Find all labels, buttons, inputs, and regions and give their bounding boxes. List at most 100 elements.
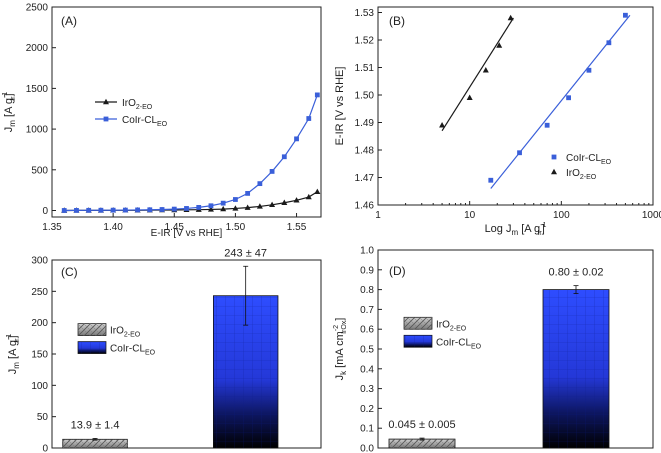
label-part: -1 [6,334,13,340]
label-part: [A g [518,223,540,235]
value-label: 0.80 ± 0.02 [549,267,604,279]
data-point [606,40,612,46]
y-tick-label: 0.7 [360,305,374,316]
y-tick-label: 500 [31,165,48,176]
y-tick-label: 2000 [26,43,49,54]
bar-pattern [543,289,609,448]
y-tick-label: 1.50 [355,91,375,102]
y-tick-label: 0.3 [360,384,374,395]
y-tick-label: 1.0 [360,246,374,257]
value-label: 0.045 ± 0.005 [388,419,455,431]
y-axis-label: Jm [A g-1Ir] [2,92,17,133]
x-tick-label: 10 [464,210,476,221]
data-point [507,14,514,21]
label-part: CoIr-CL [110,344,145,355]
data-point [566,95,571,101]
data-point [208,203,214,209]
x-tick-label: 1.50 [226,222,246,233]
data-point [269,169,275,174]
y-tick-label: 1.52 [355,36,375,47]
legend-marker [103,98,109,105]
y-tick-label: 100 [31,381,48,392]
label-part: CoIr-CL [436,337,471,348]
legend-label: IrO2-EO [566,168,597,181]
legend-swatch-pattern [404,335,432,348]
series-coir [488,12,631,189]
y-tick-label: 150 [31,350,48,361]
label-part: Log J [485,223,512,235]
data-point [281,154,287,160]
y-tick-label: 300 [31,256,48,267]
data-point [122,207,128,213]
label-part: EO [157,121,168,128]
legend-label: IrO2-EO [110,326,141,339]
label-part: CoIr-CL [566,153,601,164]
y-tick-label: 1.47 [355,173,375,184]
bar-pattern [389,439,455,448]
label-part: k [339,370,348,375]
y-tick-label: 250 [31,287,48,298]
legend-label: CoIr-CLEO [566,153,612,166]
panel-label: (A) [61,14,77,28]
panel-d: 0.0 0.1 0.2 0.3 0.4 0.5 0.6 0.7 0.8 0.9 1.0 (D) Jk [… [333,246,654,453]
label-part: -1 [2,92,9,98]
panel-a: 1.35 1.40 1.45 1.50 1.55 0 500 1000 1500 2000 2500… [2,3,322,239]
label-part: [mA cm [334,331,346,371]
label-part: J [334,375,346,381]
y-tick-label: 0.4 [360,364,374,375]
data-point [245,190,251,196]
label-part: -2 [333,325,340,331]
data-point [269,201,276,207]
label-part: Ir [14,338,21,343]
legend-label: CoIr-CLEO [122,115,168,128]
label-part: IrO [436,319,450,330]
series-coir [61,92,320,213]
data-point [305,193,312,200]
x-tick-label: 1.45 [165,222,185,233]
data-point [466,94,473,100]
plot-frame [377,6,654,206]
value-label: 243 ± 47 [224,247,267,259]
label-part: [A g [3,98,15,120]
label-part: IrO [566,168,580,179]
data-point [294,136,299,142]
data-point [293,197,300,203]
legend-swatch-pattern [78,341,106,354]
data-point [135,207,140,213]
label-part: 2-EO [124,332,141,339]
label-part: 2-EO [450,325,467,332]
data-point [61,208,67,213]
data-point [207,206,214,212]
data-point [171,206,177,212]
label-part: m [12,362,21,369]
legend-label: IrO2-EO [436,319,467,332]
y-axis-label: Jm [A g-1Ir] [6,334,21,375]
y-tick-label: 1500 [26,84,49,95]
panel-label: (B) [389,14,405,28]
x-tick-label: 1.55 [287,222,307,233]
data-point [159,207,165,212]
label-part: -1 [540,222,546,229]
y-tick-label: 1000 [26,125,49,136]
y-tick-label: 0.6 [360,325,374,336]
label-part: IrO [122,98,136,109]
legend-label: IrO2-EO [122,98,153,111]
y-tick-label: 50 [37,412,49,423]
legend-swatch-pattern [78,323,106,336]
label-part: ] [7,335,19,338]
y-tick-label: 0.0 [360,444,374,453]
label-part: J [3,127,15,133]
label-part: ] [334,318,346,321]
y-axis-label: Jk [mA cm-2IrOx] [333,318,348,381]
legend-marker [551,168,557,175]
y-tick-label: 1.48 [355,146,375,157]
label-part: EO [471,343,482,350]
y-tick-label: 200 [31,318,48,329]
value-label: 13.9 ± 1.4 [71,419,120,431]
x-tick-label: 1 [375,210,381,221]
data-point [482,67,489,73]
label-part: ] [542,223,545,235]
data-point [220,205,227,212]
data-point [220,200,226,206]
